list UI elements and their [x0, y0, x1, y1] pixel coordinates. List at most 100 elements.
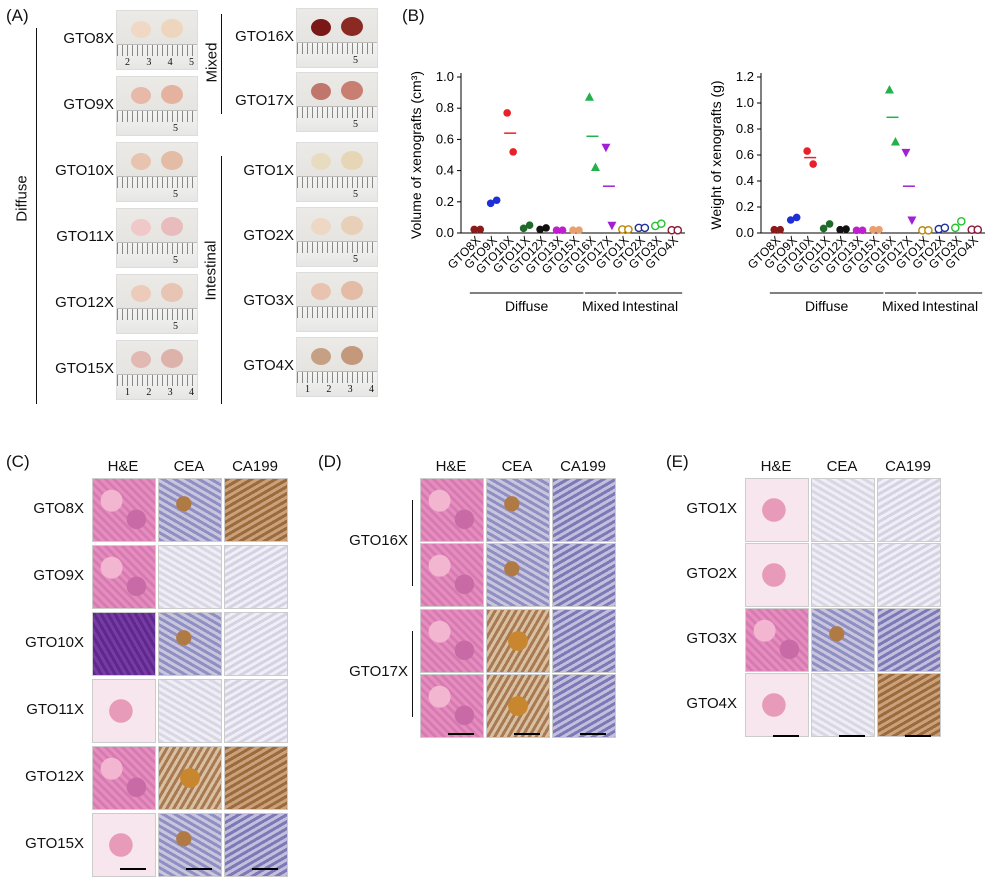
- ruler-ticks: [117, 242, 197, 254]
- micrograph-gto17x-cea: [486, 674, 550, 738]
- ruler-number: 5: [173, 321, 178, 332]
- micrograph-gto11x-ca199: [224, 679, 288, 743]
- ruler-number: 5: [353, 189, 358, 200]
- micrograph-gto2x-ca199: [877, 543, 941, 607]
- a-intestinal-label-gto2x: GTO2X: [243, 227, 294, 244]
- tumor-specimen: [311, 83, 331, 100]
- a-mixed-label-gto16x: GTO16X: [235, 28, 294, 45]
- ruler: 5: [117, 175, 197, 201]
- ruler-number: 1: [125, 387, 130, 398]
- scale-bar: [839, 735, 865, 737]
- y-tick-label: 0.2: [436, 194, 454, 209]
- group-label: Intestinal: [922, 298, 978, 314]
- micrograph-gto1x-he: [745, 478, 809, 542]
- micrograph-gto3x-he: [745, 608, 809, 672]
- xenograft-photo-gto4x: 1 2 3 4: [296, 337, 378, 397]
- micrograph-gto12x-ca199: [224, 746, 288, 810]
- data-point-gto13x: [858, 226, 867, 235]
- data-point-gto12x: [542, 224, 550, 232]
- row-label-gto16x: GTO16X: [349, 532, 408, 549]
- data-point-gto17x: [607, 221, 617, 231]
- data-point-gto16x: [584, 92, 594, 101]
- tumor-specimen: [341, 346, 363, 365]
- data-point-gto16x: [884, 85, 894, 94]
- data-point-gto3x: [951, 223, 960, 233]
- xenograft-photo-gto17x: 5: [296, 72, 378, 132]
- tumor-specimen: [341, 281, 363, 300]
- column-header-he: H&E: [760, 458, 792, 475]
- ruler-ticks: [297, 306, 377, 318]
- ruler-number: 5: [173, 189, 178, 200]
- a-left-label-gto11x: GTO11X: [56, 228, 114, 245]
- data-point-gto8x: [770, 225, 779, 234]
- ruler-number: 3: [347, 384, 353, 395]
- micrograph-gto16x-ca199: [552, 543, 616, 607]
- a-intestinal-label-gto3x: GTO3X: [243, 292, 294, 309]
- ruler-number: 2: [125, 57, 130, 68]
- tumor-specimen: [161, 85, 183, 104]
- ruler-ticks: [297, 42, 377, 54]
- data-point-gto15x: [575, 226, 583, 235]
- micrograph-gto10x-he: [92, 612, 156, 676]
- tumor-specimen: [131, 21, 151, 38]
- group-label: Mixed: [582, 298, 619, 314]
- y-tick-label: 0.0: [436, 225, 454, 240]
- tumor-specimen: [341, 81, 363, 100]
- data-point-gto12x: [842, 225, 850, 233]
- data-point-gto16x: [590, 162, 600, 171]
- ruler-number: 1: [305, 384, 310, 395]
- micrograph-gto1x-ca199: [877, 478, 941, 542]
- ruler-number: 5: [173, 123, 178, 134]
- ruler: 5: [297, 175, 377, 201]
- data-point-gto17x: [907, 216, 917, 225]
- y-tick-label: 1.2: [736, 69, 754, 84]
- scale-bar: [448, 733, 474, 735]
- scale-bar: [905, 735, 931, 737]
- ruler-number: 2: [146, 387, 152, 398]
- micrograph-gto12x-cea: [158, 746, 222, 810]
- data-point-gto10x: [803, 147, 811, 155]
- data-point-gto15x: [875, 225, 883, 234]
- ruler: 5: [117, 109, 197, 135]
- tumor-specimen: [131, 351, 151, 368]
- tumor-specimen: [161, 217, 183, 236]
- xenograft-photo-gto16x: 5: [296, 8, 378, 68]
- row-label-gto11x: GTO11X: [26, 701, 84, 718]
- micrograph-gto15x-he: [92, 813, 156, 877]
- micrograph-gto8x-he: [92, 478, 156, 542]
- micrograph-gto17x-ca199: [552, 674, 616, 738]
- tumor-specimen: [311, 283, 331, 300]
- row-label-gto10x: GTO10X: [25, 634, 84, 651]
- ruler-number: 2: [326, 384, 332, 395]
- micrograph-gto4x-he: [745, 673, 809, 737]
- a-left-label-gto8x: GTO8X: [63, 30, 114, 47]
- a-left-label-gto15x: GTO15X: [55, 360, 114, 377]
- y-tick-label: 0.6: [436, 131, 454, 146]
- tumor-specimen: [161, 19, 183, 38]
- ruler: 5: [117, 307, 197, 333]
- micrograph-gto17x-he: [420, 609, 484, 673]
- a-intestinal-label-gto1x: GTO1X: [243, 162, 294, 179]
- a-mixed-label-gto17x: GTO17X: [235, 92, 294, 109]
- micrograph-gto4x-ca199: [877, 673, 941, 737]
- panel-d-letter: (D): [318, 452, 342, 471]
- micrograph-gto11x-cea: [158, 679, 222, 743]
- data-point-gto16x: [890, 137, 900, 146]
- column-header-he: H&E: [435, 458, 467, 475]
- micrograph-gto16x-he: [420, 478, 484, 542]
- scale-bar: [252, 868, 278, 870]
- ruler-number: 5: [173, 255, 178, 266]
- micrograph-gto16x-cea: [486, 543, 550, 607]
- data-point-gto11x: [519, 224, 528, 233]
- micrograph-gto16x-cea: [486, 478, 550, 542]
- row-label-gto8x: GTO8X: [33, 500, 84, 517]
- group-label: Intestinal: [622, 298, 678, 314]
- y-tick-label: 0.0: [736, 225, 754, 240]
- data-point-gto4x: [673, 225, 683, 235]
- a-left-label-gto10x: GTO10X: [55, 162, 114, 179]
- data-point-gto8x: [776, 225, 785, 234]
- micrograph-gto8x-ca199: [224, 478, 288, 542]
- micrograph-gto1x-cea: [811, 478, 875, 542]
- ruler-ticks: [297, 176, 377, 188]
- ruler: 5: [297, 240, 377, 266]
